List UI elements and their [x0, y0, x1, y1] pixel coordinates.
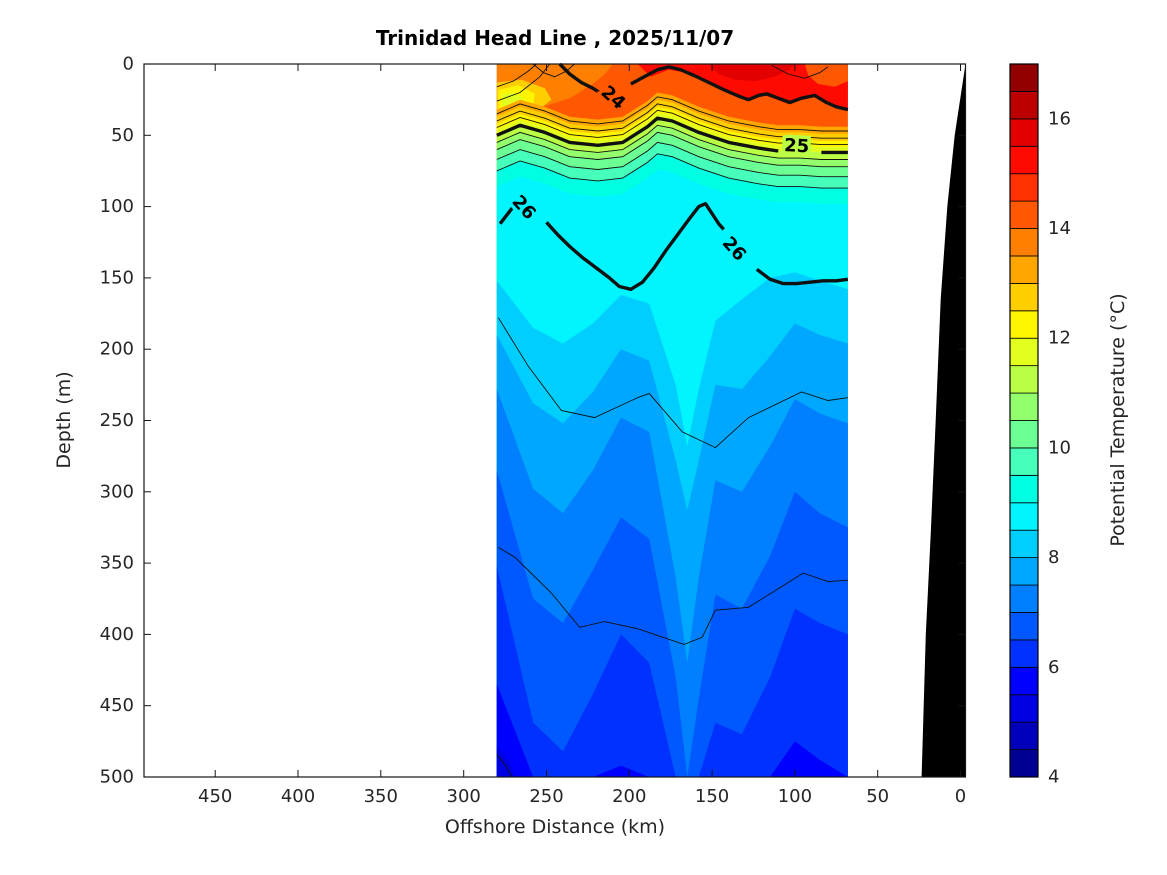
band-deep — [496, 566, 848, 777]
colorbar-segment — [1009, 447, 1039, 476]
y-tick-label: 350 — [100, 553, 134, 574]
fill-bands-group — [496, 64, 848, 778]
x-tick-label: 350 — [364, 786, 398, 807]
x-tick-label: 50 — [866, 786, 889, 807]
x-tick-label: 400 — [281, 786, 315, 807]
x-tick-label: 100 — [778, 786, 812, 807]
y-tick-label: 200 — [100, 339, 134, 360]
y-tick-label: 100 — [100, 196, 134, 217]
colorbar-segment — [1009, 612, 1039, 641]
thin-isopycnal-line — [496, 131, 848, 168]
colorbar-tick-label: 6 — [1048, 657, 1059, 678]
x-tick-label: 450 — [198, 786, 232, 807]
colorbar-tick-label: 10 — [1048, 437, 1071, 458]
x-axis-label: Offshore Distance (km) — [444, 816, 666, 838]
thin-isopycnal-line — [496, 753, 513, 778]
colorbar-segment — [1009, 365, 1039, 394]
contour-label-halo: 25 — [784, 135, 810, 157]
thick-isopycnal-26 — [545, 201, 725, 291]
x-tick-label: 200 — [612, 786, 646, 807]
colorbar-segment — [1009, 173, 1039, 202]
thin-isopycnal-line — [496, 153, 848, 189]
y-tick-label: 250 — [100, 410, 134, 431]
thin-isopycnal-line — [496, 124, 848, 160]
band-patch-nearshore-dark-red — [708, 64, 795, 82]
isopycnal-thin-lines-group — [496, 63, 848, 778]
y-tick-label: 0 — [123, 54, 134, 75]
thin-isopycnal-line — [498, 547, 848, 645]
colorbar-segment — [1009, 474, 1039, 504]
band-patch-bottom-left-navy — [496, 745, 515, 777]
colorbar-segment — [1009, 145, 1039, 175]
colorbar-border — [1009, 63, 1039, 778]
colorbar-segment — [1009, 749, 1039, 778]
colorbar-tick-label: 12 — [1048, 328, 1071, 349]
thin-isopycnal-line — [498, 317, 848, 449]
colorbar-tick-label: 4 — [1048, 767, 1059, 788]
colorbar-segment — [1009, 228, 1039, 257]
colorbar-segment — [1009, 721, 1039, 750]
x-tick-label: 0 — [955, 786, 966, 807]
thin-isopycnal-line — [496, 109, 848, 146]
colorbar-tick-label: 8 — [1048, 547, 1059, 568]
thick-isopycnal-26 — [498, 205, 515, 225]
colorbar-tick-label: 14 — [1048, 218, 1071, 239]
colorbar-segment — [1009, 91, 1039, 120]
colorbar-segment — [1009, 666, 1039, 696]
colorbar-tick-label: 16 — [1048, 108, 1071, 129]
colorbar-segment — [1009, 392, 1039, 421]
colorbar-segment — [1009, 529, 1039, 559]
thin-isopycnal-line — [496, 141, 848, 178]
colorbar-segment — [1009, 200, 1039, 229]
thin-isopycnal-line — [496, 63, 551, 102]
colorbar-segment — [1009, 337, 1039, 367]
y-tick-label: 500 — [100, 767, 134, 788]
thin-isopycnal-line — [496, 96, 848, 132]
y-tick-label: 50 — [111, 125, 134, 146]
colorbar-segment — [1009, 584, 1039, 613]
colorbar-segment — [1009, 310, 1039, 339]
colorbar-segment — [1009, 282, 1039, 312]
axes-box-group: 450 400 350 300 250 200 150 100 50 00501001502002… — [100, 54, 967, 807]
colorbar-segment — [1009, 255, 1039, 284]
colorbar-segment — [1009, 694, 1039, 723]
band-patch-corner-orange — [804, 64, 848, 87]
colorbar-segment — [1009, 557, 1039, 586]
colorbar-segment — [1009, 118, 1039, 147]
colorbar-group: 4 6 8 10 12 14 16 — [1009, 63, 1071, 788]
thin-isopycnal-line — [771, 65, 829, 79]
y-tick-label: 450 — [100, 695, 134, 716]
colorbar-segment — [1009, 639, 1039, 668]
y-tick-label: 400 — [100, 624, 134, 645]
thin-isopycnal-line — [496, 63, 537, 88]
x-tick-label: 300 — [447, 786, 481, 807]
y-tick-label: 300 — [100, 481, 134, 502]
thick-isopycnal-25 — [496, 116, 779, 153]
band-deep — [496, 684, 848, 777]
colorbar-segment — [1009, 420, 1039, 449]
contour-label: 25 — [784, 135, 810, 157]
colorbar-segment — [1009, 502, 1039, 531]
y-tick-label: 150 — [100, 267, 134, 288]
x-tick-label: 150 — [695, 786, 729, 807]
bathymetry-wedge — [921, 64, 966, 777]
chart-title: Trinidad Head Line , 2025/11/07 — [375, 26, 735, 50]
isopycnal-thick-lines-group — [496, 62, 849, 291]
x-tick-label: 250 — [529, 786, 563, 807]
thick-isopycnal-26 — [755, 267, 849, 286]
thick-isopycnal-24 — [558, 62, 601, 94]
thin-isopycnal-line — [532, 63, 575, 78]
thick-isopycnal-24 — [630, 65, 849, 112]
thin-isopycnal-line — [496, 103, 848, 139]
colorbar-segment — [1009, 63, 1039, 92]
